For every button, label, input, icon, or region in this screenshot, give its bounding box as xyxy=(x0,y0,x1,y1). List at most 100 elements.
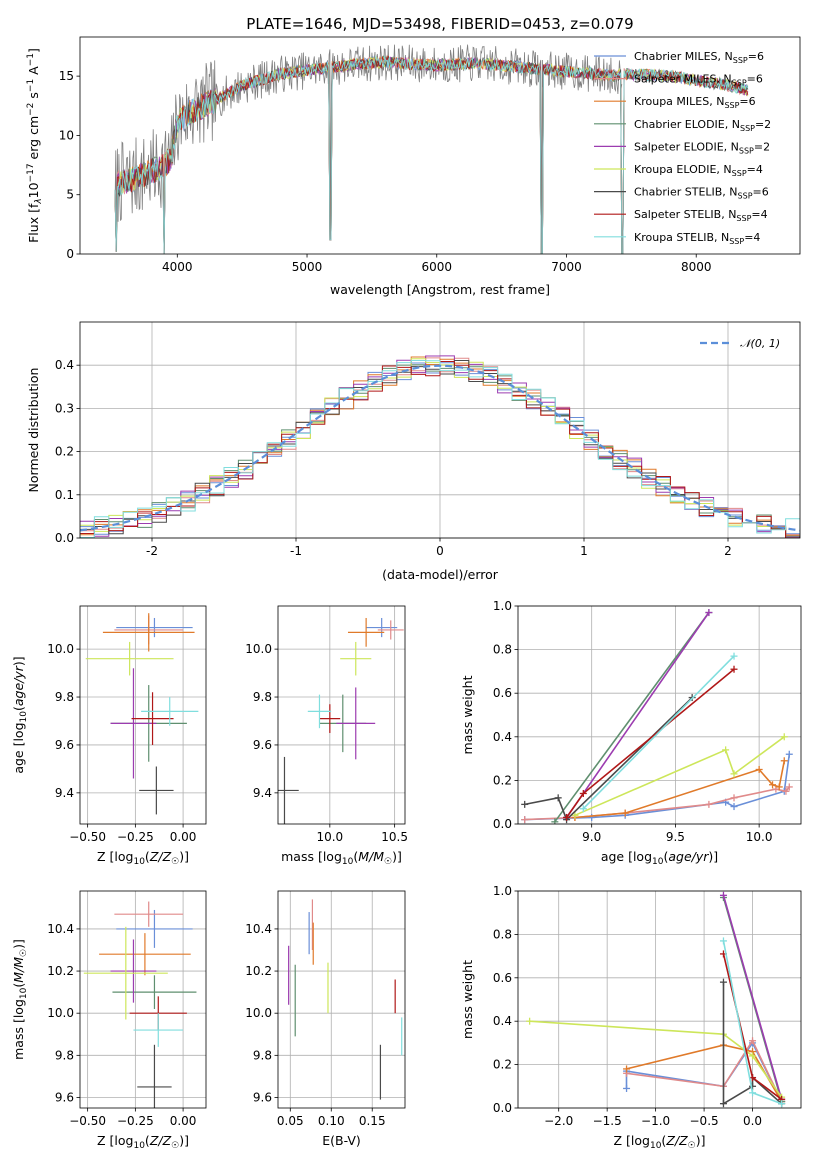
figure-title: PLATE=1646, MJD=53498, FIBERID=0453, z=0… xyxy=(246,15,633,33)
marker-kroupa_miles xyxy=(623,1065,631,1073)
y-axis-label: Normed distribution xyxy=(26,368,41,493)
x-tick-label: 0.15 xyxy=(359,1114,386,1128)
plot-area-age_vs_Z xyxy=(85,613,199,815)
x-tick-label: 9.0 xyxy=(582,830,601,844)
x-tick-label: 5000 xyxy=(292,260,323,274)
weight-line-chabrier_stelib xyxy=(524,697,693,822)
y-tick-label: 9.8 xyxy=(55,1048,74,1062)
marker-chabrier_stelib xyxy=(749,1082,757,1090)
y-tick-label: 0.2 xyxy=(493,1058,512,1072)
plot-area-residuals xyxy=(80,355,800,538)
marker-kroupa_elodie xyxy=(571,811,579,819)
frame-spectrum xyxy=(79,36,801,255)
marker-salpeter_stelib xyxy=(730,665,738,673)
frame-mass_vs_ebv xyxy=(277,890,406,1109)
marker-salpeter_miles xyxy=(749,1037,757,1045)
spectrum-model-salpeter_stelib xyxy=(114,55,749,254)
marker-salpeter_elodie xyxy=(719,891,727,899)
marker-kroupa_miles xyxy=(775,783,783,791)
marker-kroupa_miles xyxy=(780,757,788,765)
legend-label: Chabrier ELODIE, NSSP=2 xyxy=(634,118,771,133)
x-axis-label: Z [log10(Z/Z☉)] xyxy=(97,1133,189,1151)
y-tick-label: 0.0 xyxy=(55,531,74,545)
axes-age_vs_mass: 10.0 10.5 9.4 9.6 9.8 10.0 mass [log10(M/M☉)] xyxy=(245,605,408,867)
y-tick-label: 0.8 xyxy=(493,927,512,941)
legend-label: 𝒩(0, 1) xyxy=(740,337,780,350)
marker-salpeter_elodie xyxy=(705,609,713,617)
y-tick-label: 0.3 xyxy=(55,401,74,415)
legend-label: Chabrier STELIB, NSSP=6 xyxy=(634,186,769,201)
frame-weight_vs_Z xyxy=(517,890,802,1109)
y-tick-label: 9.8 xyxy=(253,1048,272,1062)
y-tick-label: 1.0 xyxy=(493,884,512,898)
x-tick-label: −0.25 xyxy=(117,1114,154,1128)
x-tick-label: −0.50 xyxy=(69,1114,106,1128)
weight-line-kroupa_elodie xyxy=(529,1020,783,1098)
y-tick-label: 5 xyxy=(66,188,74,202)
marker-salpeter_miles xyxy=(705,800,713,808)
x-tick-label: 0.00 xyxy=(170,1114,197,1128)
y-tick-label: 1.0 xyxy=(493,599,512,613)
x-tick-label: 6000 xyxy=(421,260,452,274)
marker-kroupa_stelib xyxy=(719,937,727,945)
plot-area-mass_vs_Z xyxy=(83,901,197,1108)
marker-salpeter_stelib xyxy=(563,813,571,821)
x-axis-label: (data-model)/error xyxy=(382,567,499,582)
plot-area-spectrum xyxy=(114,44,749,254)
y-tick-label: 10.2 xyxy=(47,964,74,978)
x-tick-label: −2.0 xyxy=(544,1114,573,1128)
x-tick-label: −1.0 xyxy=(641,1114,670,1128)
y-tick-label: 0.0 xyxy=(493,817,512,831)
y-axis-label: Flux [fλ10−17 erg cm−2 s−1 A−1] xyxy=(26,48,44,243)
axes-spectrum: 4000 5000 6000 7000 8000 0 5 10 15 wavelength [An… xyxy=(26,36,801,297)
weight-line-salpeter_miles xyxy=(626,1039,783,1102)
weight-line-kroupa_elodie xyxy=(574,736,785,817)
marker-kroupa_miles xyxy=(621,809,629,817)
marker-kroupa_elodie xyxy=(526,1017,534,1025)
x-tick-label: 10.0 xyxy=(316,830,343,844)
x-axis-label: Z [log10(Z/Z☉)] xyxy=(97,849,189,867)
marker-kroupa_stelib xyxy=(749,1089,757,1097)
plot-area-age_vs_mass xyxy=(278,617,404,824)
marker-kroupa_stelib xyxy=(579,805,587,813)
y-tick-label: 9.6 xyxy=(55,738,74,752)
x-tick-label: 7000 xyxy=(551,260,582,274)
x-tick-label: 0.0 xyxy=(743,1114,762,1128)
y-tick-label: 0.2 xyxy=(493,773,512,787)
x-tick-label: 9.5 xyxy=(666,830,685,844)
frame-age_vs_mass xyxy=(277,605,406,825)
marker-kroupa_miles xyxy=(755,766,763,773)
frame-weight_vs_age xyxy=(517,605,802,825)
x-axis-label: mass [log10(M/M☉)] xyxy=(281,849,402,867)
marker-chabrier_miles xyxy=(730,803,738,811)
axes-age_vs_Z: −0.50 −0.25 0.00 9.4 9.6 9.8 10.0 age [log10(ag… xyxy=(11,605,207,867)
y-tick-label: 15 xyxy=(59,69,74,83)
x-tick-label: 4000 xyxy=(162,260,193,274)
axes-weight_vs_age: 9.0 9.5 10.0 0.0 0.2 0.4 0.6 0.8 1.0 mass weight a… xyxy=(460,599,802,867)
legend-spectrum: Chabrier MILES, NSSP=6 Salpeter MILES, NS… xyxy=(594,50,771,246)
y-tick-label: 0.6 xyxy=(493,686,512,700)
marker-salpeter_miles xyxy=(782,787,790,795)
y-tick-label: 0.8 xyxy=(493,643,512,657)
normal-curve xyxy=(80,364,800,532)
y-tick-label: 9.6 xyxy=(253,738,272,752)
x-tick-label: 2 xyxy=(724,544,732,558)
y-tick-label: 9.6 xyxy=(55,1090,74,1104)
marker-kroupa_elodie xyxy=(780,733,788,741)
x-tick-label: 0.10 xyxy=(318,1114,345,1128)
x-axis-label: Z [log10(Z/Z☉)] xyxy=(614,1133,706,1151)
y-tick-label: 10.2 xyxy=(245,964,272,978)
y-tick-label: 9.4 xyxy=(253,786,272,800)
axes-weight_vs_Z: −2.0 −1.5 −1.0 −0.5 0.0 0.0 0.2 0.4 0.6 0.8 1.0 mas… xyxy=(460,884,802,1151)
y-tick-label: 10 xyxy=(59,128,74,142)
weight-line-kroupa_miles xyxy=(574,760,786,819)
x-tick-label: −0.5 xyxy=(690,1114,719,1128)
legend-label: Salpeter STELIB, NSSP=4 xyxy=(634,208,768,223)
x-tick-label: 0 xyxy=(436,544,444,558)
x-tick-label: 10.5 xyxy=(381,830,408,844)
spectrum-model-chabrier_stelib xyxy=(114,55,749,254)
x-tick-label: −0.50 xyxy=(69,830,106,844)
legend-label: Salpeter ELODIE, NSSP=2 xyxy=(634,140,770,155)
x-axis-label: E(B-V) xyxy=(322,1133,361,1148)
y-axis-label: mass [log10(M/M☉)] xyxy=(11,939,29,1060)
